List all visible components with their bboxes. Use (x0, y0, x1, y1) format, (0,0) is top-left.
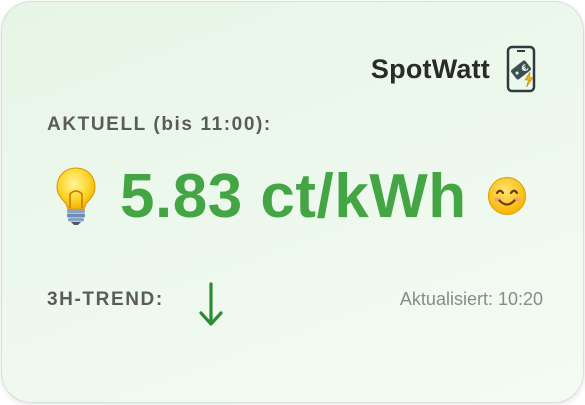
phone-euro-bolt-icon: € (506, 45, 536, 93)
smiling-face-icon (487, 177, 526, 215)
svg-text:€: € (519, 63, 531, 75)
trend-label: 3H-TREND: (47, 289, 164, 310)
arrow-down-icon (199, 282, 223, 326)
last-updated-text: Aktualisiert: 10:20 (399, 289, 543, 309)
current-period-label: AKTUELL (bis 11:00): (47, 114, 272, 135)
lightbulb-icon (56, 167, 96, 225)
app-name: SpotWatt (370, 53, 490, 84)
current-price-row: 5.83 ct/kWh (54, 152, 527, 240)
current-price: 5.83 ct/kWh (120, 161, 467, 231)
brand-header: SpotWatt € (371, 45, 538, 93)
